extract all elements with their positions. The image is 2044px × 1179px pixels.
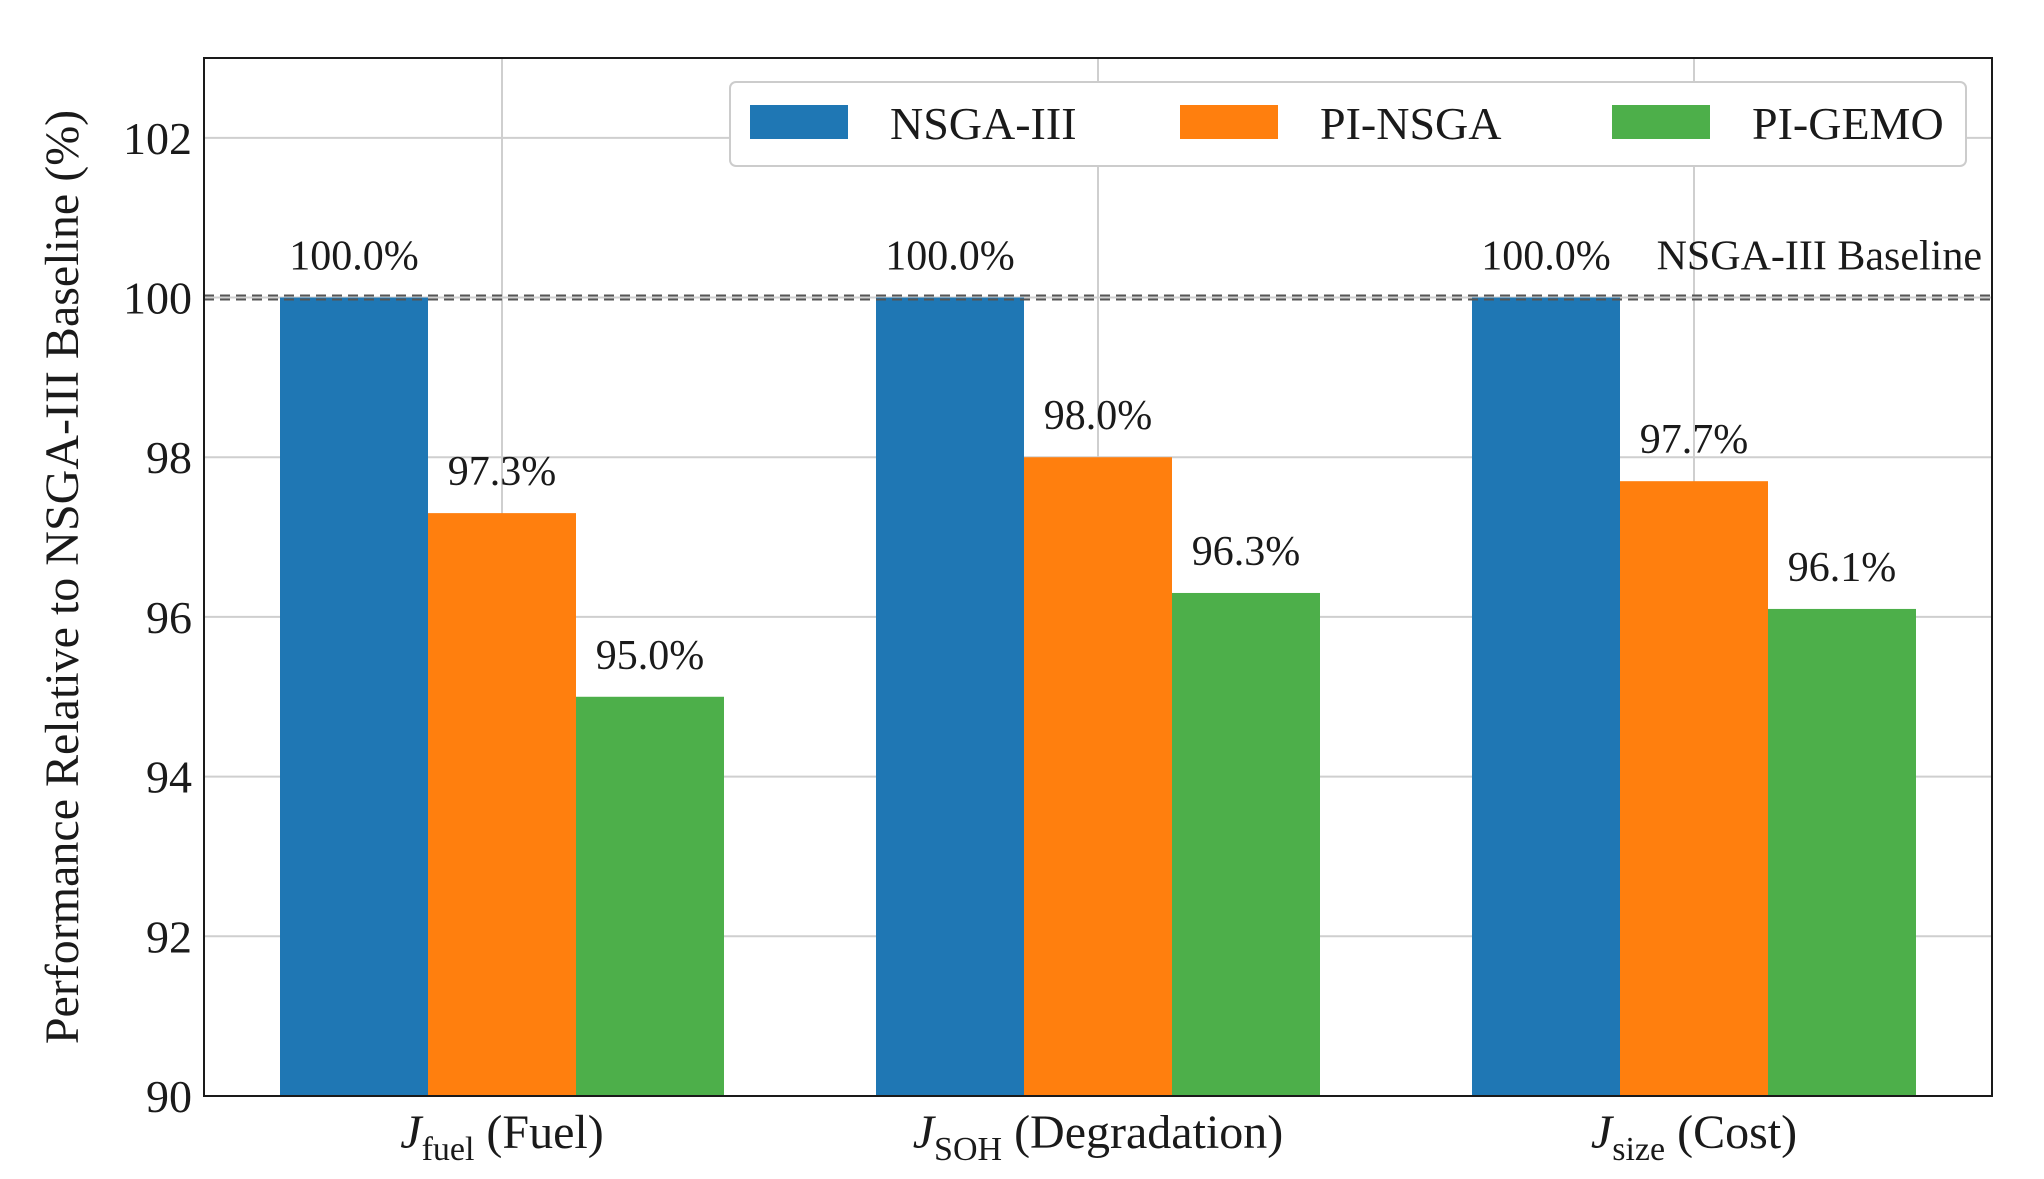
x-tick-suffix: (Degradation) xyxy=(1002,1106,1283,1159)
x-tick-label: JSOH (Degradation) xyxy=(913,1106,1284,1168)
y-axis-title: Performance Relative to NSGA-III Baselin… xyxy=(36,110,89,1044)
x-tick-symbol: J xyxy=(913,1106,937,1159)
data-label: 98.0% xyxy=(1044,393,1153,439)
bars-layer xyxy=(280,297,1916,1097)
data-label: 97.3% xyxy=(448,449,557,495)
legend-swatch xyxy=(750,105,848,139)
bar xyxy=(428,513,576,1096)
data-label: 95.0% xyxy=(596,633,705,679)
data-label: 96.1% xyxy=(1788,545,1897,591)
y-tick-label: 96 xyxy=(146,592,192,643)
data-label: 97.7% xyxy=(1640,417,1749,463)
y-tick-label: 100 xyxy=(123,273,192,324)
y-tick-label: 102 xyxy=(123,113,192,164)
data-label: 100.0% xyxy=(289,234,419,280)
x-tick-subscript: SOH xyxy=(934,1131,1002,1168)
data-label: 100.0% xyxy=(1481,234,1611,280)
bar xyxy=(576,696,724,1096)
y-tick-label: 90 xyxy=(146,1071,192,1122)
x-tick-suffix: (Fuel) xyxy=(474,1106,603,1159)
plot-frame xyxy=(203,57,1993,1097)
bar xyxy=(1620,481,1768,1097)
y-axis-ticks: 90 92 94 96 98 100 102 xyxy=(123,113,192,1122)
data-labels-layer: 100.0% 100.0% 100.0% 97.3% 98.0% 97.7% 95.0% 96… xyxy=(289,234,1896,679)
baseline-reference-label: NSGA-III Baseline xyxy=(1657,234,1982,280)
x-tick-suffix: (Cost) xyxy=(1665,1106,1797,1159)
bar xyxy=(1472,297,1620,1096)
bar xyxy=(1024,457,1172,1096)
bar xyxy=(876,297,1024,1096)
bar xyxy=(280,297,428,1096)
y-tick-label: 92 xyxy=(146,911,192,962)
legend-label: NSGA-III xyxy=(890,98,1077,149)
legend: NSGA-III PI-NSGA PI-GEMO xyxy=(729,81,1967,167)
bar xyxy=(1768,608,1916,1096)
y-tick-label: 94 xyxy=(146,752,192,803)
data-label: 96.3% xyxy=(1192,529,1301,575)
x-tick-subscript: fuel xyxy=(422,1131,475,1168)
x-axis-ticks: Jfuel (Fuel) JSOH (Degradation) Jsize (Cos… xyxy=(400,1106,1797,1168)
legend-swatch xyxy=(1180,105,1278,139)
legend-label: PI-NSGA xyxy=(1320,98,1501,149)
reference-line-layer: NSGA-III Baseline xyxy=(204,234,1992,301)
legend-label: PI-GEMO xyxy=(1752,98,1944,149)
x-tick-label: Jfuel (Fuel) xyxy=(400,1106,603,1168)
legend-box xyxy=(729,81,1967,167)
x-tick-label: Jsize (Cost) xyxy=(1591,1106,1797,1168)
x-tick-symbol: J xyxy=(1591,1106,1615,1159)
data-label: 100.0% xyxy=(885,234,1015,280)
bar xyxy=(1172,592,1320,1096)
y-tick-label: 98 xyxy=(146,432,192,483)
legend-swatch xyxy=(1612,105,1710,139)
x-tick-symbol: J xyxy=(400,1106,424,1159)
x-tick-subscript: size xyxy=(1612,1131,1665,1168)
